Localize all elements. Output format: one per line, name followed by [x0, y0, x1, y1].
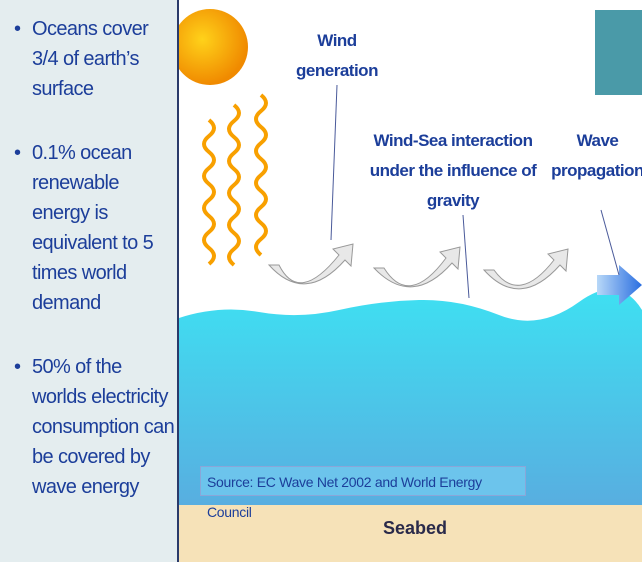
thumbnail: [595, 10, 642, 95]
bullet-panel: Oceans cover 3/4 of earth’s surface 0.1%…: [0, 0, 179, 562]
source-note: Source: EC Wave Net 2002 and World Energ…: [200, 466, 526, 496]
bullet: Oceans cover 3/4 of earth’s surface: [14, 14, 177, 104]
label-wind: Wind generation: [287, 26, 387, 86]
sun: [179, 9, 248, 85]
slide: Oceans cover 3/4 of earth’s surface 0.1%…: [0, 0, 642, 562]
curl-arrows: [269, 244, 568, 289]
label-interaction: Wind-Sea interaction under the influence…: [368, 126, 538, 216]
heat-rays: [204, 95, 266, 265]
bullet: 50% of the worlds electricity consumptio…: [14, 352, 177, 502]
seabed-label: Seabed: [350, 518, 480, 539]
bullet-list: Oceans cover 3/4 of earth’s surface 0.1%…: [0, 0, 177, 502]
label-propagation: Wave propagation: [550, 126, 642, 186]
bullet: 0.1% ocean renewable energy is equivalen…: [14, 138, 177, 318]
